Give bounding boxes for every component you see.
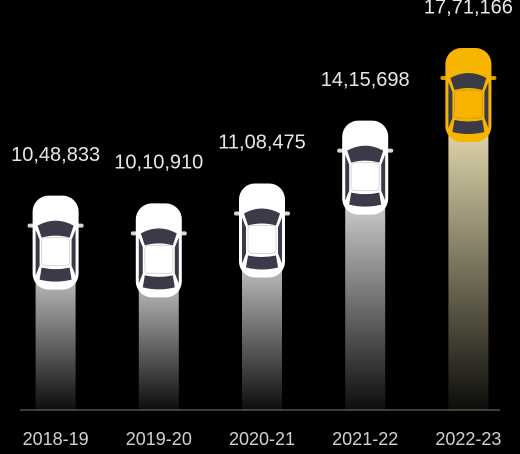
car-side-window <box>448 82 453 128</box>
car-side-window <box>345 154 350 201</box>
value-label: 14,15,698 <box>321 69 410 91</box>
car-side-window <box>484 82 489 128</box>
car-rear-window <box>39 267 72 282</box>
car <box>440 48 497 142</box>
value-label: 11,08,475 <box>218 132 306 154</box>
car-side-window <box>242 217 246 264</box>
car-side-window <box>138 237 143 284</box>
car-side-window <box>278 217 282 264</box>
x-tick-label: 2020-21 <box>229 429 295 449</box>
value-label: 10,10,910 <box>114 152 203 174</box>
car-side-window <box>71 229 76 276</box>
car-roof <box>41 237 71 267</box>
x-tick-label: 2021-22 <box>332 429 398 449</box>
car-side-window <box>381 154 386 201</box>
x-tick-label: 2019-20 <box>126 429 192 449</box>
car-windshield <box>244 208 280 226</box>
car-rear-window <box>349 192 382 207</box>
car-roof <box>350 162 380 192</box>
car <box>27 195 84 290</box>
car-windshield <box>347 145 384 163</box>
car-roof <box>144 244 174 274</box>
car-rear-window <box>452 120 485 134</box>
car <box>130 203 187 298</box>
car-roof <box>453 89 483 119</box>
car <box>234 183 290 278</box>
x-tick-label: 2022-23 <box>435 429 501 449</box>
car-windshield <box>140 228 177 246</box>
car-windshield <box>37 220 74 238</box>
car <box>337 120 394 215</box>
car-rear-window <box>246 255 278 270</box>
car-windshield <box>450 73 487 90</box>
car-rear-window <box>142 275 175 290</box>
car-roof <box>247 224 277 254</box>
x-tick-label: 2018-19 <box>23 429 89 449</box>
car-side-window <box>35 229 40 276</box>
value-label: 17,71,166 <box>424 0 513 18</box>
value-label: 10,48,833 <box>11 144 100 166</box>
car-side-window <box>174 237 179 284</box>
